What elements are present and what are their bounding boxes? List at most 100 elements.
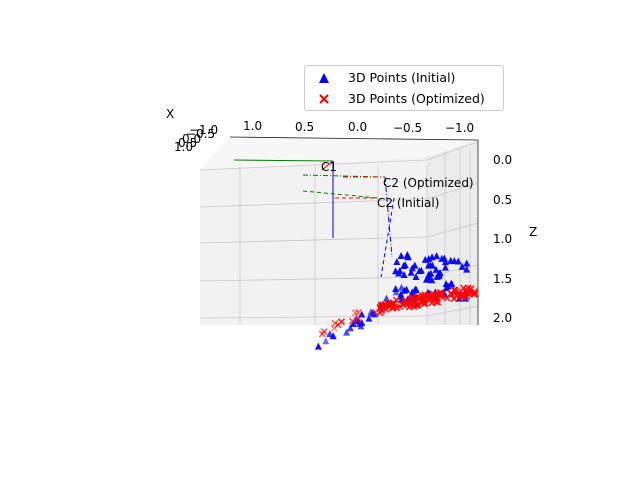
y-axis: −1.0 −0.5 0.0 0.5 1.0 bbox=[174, 123, 218, 154]
optimized-point bbox=[461, 287, 469, 296]
grid-line bbox=[199, 198, 428, 208]
x-tick-label: −1.0 bbox=[445, 121, 474, 135]
grid-line bbox=[426, 222, 479, 238]
z-tick-label: 0.0 bbox=[493, 153, 512, 167]
z-axis-label: Z bbox=[529, 225, 537, 239]
camera-label-c2-optimized: C2 (Optimized) bbox=[383, 176, 474, 190]
initial-point bbox=[463, 259, 471, 267]
initial-point bbox=[411, 285, 419, 293]
initial-point bbox=[403, 251, 411, 259]
legend-label-optimized: 3D Points (Optimized) bbox=[348, 91, 485, 106]
initial-point bbox=[392, 288, 400, 296]
grid-line bbox=[199, 276, 428, 282]
initial-point bbox=[428, 276, 436, 284]
x-tick-label: 1.0 bbox=[243, 119, 262, 133]
c2-init-z-axis bbox=[380, 197, 395, 278]
initial-point bbox=[408, 264, 416, 272]
initial-point bbox=[441, 263, 449, 271]
grid-line bbox=[199, 236, 428, 244]
initial-point bbox=[438, 254, 446, 262]
legend-label-initial: 3D Points (Initial) bbox=[348, 70, 456, 85]
optimized-point bbox=[406, 297, 414, 305]
optimized-point bbox=[471, 290, 479, 298]
initial-point bbox=[444, 282, 452, 290]
initial-point bbox=[400, 270, 408, 278]
optimized-point bbox=[354, 308, 362, 316]
initial-point bbox=[435, 272, 443, 280]
z-tick-label: 0.5 bbox=[493, 193, 512, 207]
series-optimized-points bbox=[318, 284, 479, 338]
y-tick-label: 0.5 bbox=[178, 136, 197, 150]
initial-point bbox=[356, 319, 364, 327]
initial-point bbox=[428, 253, 436, 261]
axis-lines bbox=[229, 136, 479, 325]
c2-init-y-axis bbox=[302, 190, 379, 199]
optimized-point bbox=[355, 314, 363, 323]
camera-label-c2-initial: C2 (Initial) bbox=[377, 196, 439, 210]
optimized-point bbox=[331, 319, 339, 327]
x-tick-label: 0.0 bbox=[348, 120, 367, 134]
x-tick-label: −0.5 bbox=[393, 121, 422, 135]
z-tick-label: 1.5 bbox=[493, 272, 512, 286]
optimized-point bbox=[400, 300, 408, 308]
series-initial-points bbox=[314, 251, 471, 350]
optimized-point bbox=[436, 292, 444, 300]
initial-point bbox=[397, 251, 405, 259]
optimized-point bbox=[371, 308, 379, 316]
optimized-point bbox=[467, 285, 475, 293]
initial-point bbox=[393, 257, 401, 265]
z-axis: 0.0 0.5 1.0 1.5 2.0 Z bbox=[493, 153, 537, 325]
initial-point bbox=[412, 272, 420, 280]
x-marker-icon bbox=[319, 94, 329, 104]
optimized-point bbox=[459, 291, 467, 299]
initial-point bbox=[433, 252, 441, 260]
optimized-point bbox=[348, 317, 356, 325]
initial-point bbox=[365, 314, 373, 322]
initial-point bbox=[432, 265, 440, 273]
optimized-point bbox=[385, 302, 393, 310]
initial-point bbox=[421, 255, 429, 263]
c2-opt-y-axis bbox=[302, 174, 386, 178]
grid-line bbox=[426, 264, 479, 278]
c1-y-axis bbox=[233, 159, 334, 162]
initial-point bbox=[427, 269, 435, 277]
axes-panes bbox=[200, 137, 478, 325]
initial-point bbox=[426, 261, 434, 269]
camera-frames bbox=[233, 159, 395, 278]
initial-point bbox=[408, 288, 416, 296]
initial-point bbox=[407, 268, 415, 276]
initial-point bbox=[349, 320, 357, 328]
y-tick-label: −0.5 bbox=[186, 127, 215, 141]
camera-label-c1: C1 bbox=[321, 160, 337, 174]
z-tick-label: 2.0 bbox=[493, 311, 512, 325]
grid-line bbox=[426, 141, 479, 161]
initial-point bbox=[396, 267, 404, 275]
y-tick-label: −1.0 bbox=[189, 123, 218, 137]
triangle-marker-icon bbox=[319, 73, 329, 83]
grid-line bbox=[426, 182, 479, 200]
optimized-point bbox=[451, 286, 459, 294]
initial-point bbox=[343, 328, 351, 336]
c2-opt-z-axis bbox=[384, 176, 393, 258]
x-tick-label: 0.5 bbox=[295, 120, 314, 134]
initial-point bbox=[415, 267, 423, 275]
grid-lines bbox=[199, 141, 479, 325]
initial-point bbox=[329, 332, 337, 340]
initial-point bbox=[463, 265, 471, 273]
optimized-point bbox=[465, 290, 473, 298]
initial-point bbox=[326, 330, 334, 338]
optimized-point bbox=[318, 330, 326, 338]
initial-point bbox=[450, 257, 458, 265]
initial-point bbox=[314, 342, 322, 350]
x-axis-label: X bbox=[166, 107, 174, 121]
initial-point bbox=[401, 261, 409, 269]
grid-line bbox=[426, 305, 479, 317]
initial-point bbox=[367, 308, 375, 316]
optimized-point bbox=[377, 303, 385, 311]
initial-point bbox=[383, 294, 391, 302]
initial-point bbox=[322, 337, 330, 345]
c1-x-axis bbox=[321, 160, 334, 171]
optimized-point bbox=[410, 299, 418, 307]
grid-line bbox=[199, 159, 428, 171]
